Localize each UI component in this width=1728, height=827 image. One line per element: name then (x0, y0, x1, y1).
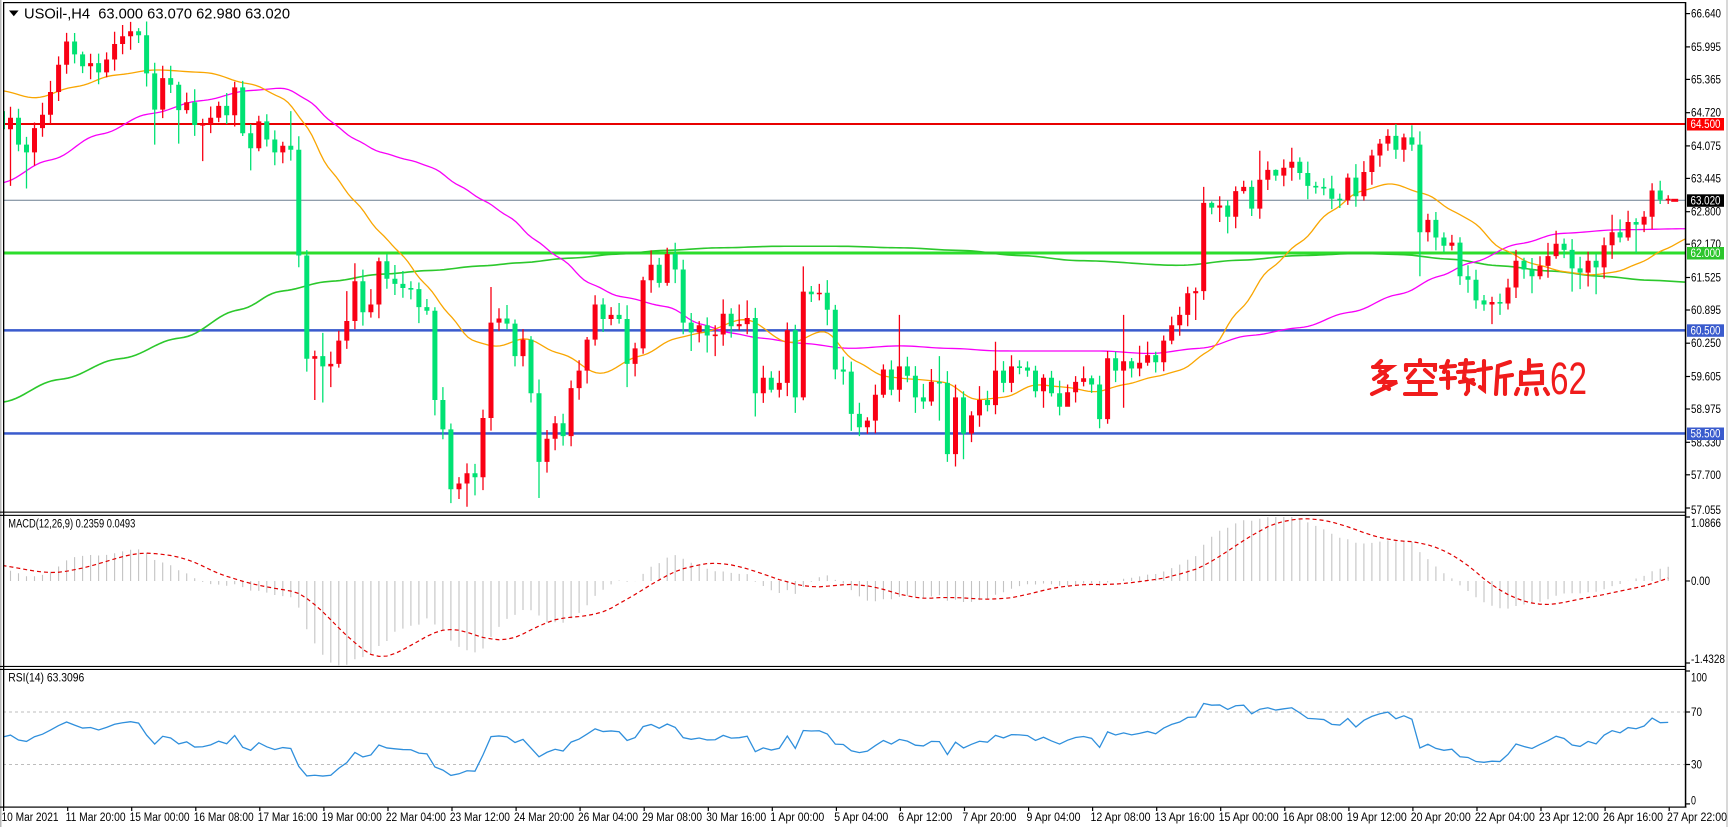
svg-text:7 Apr 20:00: 7 Apr 20:00 (962, 812, 1016, 824)
svg-text:62.000: 62.000 (1691, 248, 1721, 260)
svg-text:20 Apr 20:00: 20 Apr 20:00 (1411, 812, 1471, 824)
svg-text:60.250: 60.250 (1691, 338, 1721, 350)
svg-text:22 Mar 04:00: 22 Mar 04:00 (386, 812, 446, 824)
svg-text:16 Apr 08:00: 16 Apr 08:00 (1283, 812, 1343, 824)
svg-text:65.365: 65.365 (1691, 74, 1721, 86)
svg-text:61.525: 61.525 (1691, 273, 1721, 285)
svg-text:64.075: 64.075 (1691, 141, 1721, 153)
svg-text:16 Mar 08:00: 16 Mar 08:00 (194, 812, 254, 824)
svg-text:58.975: 58.975 (1691, 404, 1721, 416)
svg-text:60.500: 60.500 (1691, 326, 1721, 338)
svg-text:60.895: 60.895 (1691, 305, 1721, 317)
svg-text:23 Mar 12:00: 23 Mar 12:00 (450, 812, 510, 824)
svg-text:26 Mar 04:00: 26 Mar 04:00 (578, 812, 638, 824)
svg-text:26 Apr 16:00: 26 Apr 16:00 (1603, 812, 1663, 824)
svg-text:RSI(14) 63.3096: RSI(14) 63.3096 (8, 673, 84, 685)
svg-text:6 Apr 12:00: 6 Apr 12:00 (898, 812, 952, 824)
svg-text:USOil-,H4 63.000 63.070 62.98: USOil-,H4 63.000 63.070 62.980 63.020 (24, 6, 290, 23)
svg-text:58.330: 58.330 (1691, 437, 1721, 449)
svg-text:70: 70 (1691, 707, 1702, 719)
svg-text:29 Mar 08:00: 29 Mar 08:00 (642, 812, 702, 824)
svg-text:17 Mar 16:00: 17 Mar 16:00 (258, 812, 318, 824)
svg-text:57.700: 57.700 (1691, 470, 1721, 482)
svg-text:15 Mar 00:00: 15 Mar 00:00 (130, 812, 190, 824)
svg-text:1 Apr 00:00: 1 Apr 00:00 (770, 812, 824, 824)
svg-text:24 Mar 20:00: 24 Mar 20:00 (514, 812, 574, 824)
svg-text:100: 100 (1691, 673, 1707, 685)
svg-text:9 Apr 04:00: 9 Apr 04:00 (1027, 812, 1081, 824)
svg-text:0.00: 0.00 (1691, 576, 1710, 588)
svg-text:12 Apr 08:00: 12 Apr 08:00 (1091, 812, 1151, 824)
svg-text:10 Mar 2021: 10 Mar 2021 (2, 812, 59, 824)
svg-text:30 Mar 16:00: 30 Mar 16:00 (706, 812, 766, 824)
svg-text:19 Mar 00:00: 19 Mar 00:00 (322, 812, 382, 824)
svg-text:5 Apr 04:00: 5 Apr 04:00 (834, 812, 888, 824)
svg-text:30: 30 (1691, 760, 1702, 772)
svg-text:66.640: 66.640 (1691, 9, 1721, 21)
svg-text:59.605: 59.605 (1691, 372, 1721, 384)
svg-text:65.995: 65.995 (1691, 42, 1721, 54)
svg-text:27 Apr 22:00: 27 Apr 22:00 (1667, 812, 1727, 824)
svg-text:64.720: 64.720 (1691, 108, 1721, 120)
svg-text:58.500: 58.500 (1691, 429, 1721, 441)
svg-text:57.055: 57.055 (1691, 505, 1721, 517)
svg-text:13 Apr 16:00: 13 Apr 16:00 (1155, 812, 1215, 824)
svg-text:1.0866: 1.0866 (1691, 518, 1721, 530)
svg-text:62: 62 (1550, 353, 1587, 404)
svg-text:19 Apr 12:00: 19 Apr 12:00 (1347, 812, 1407, 824)
svg-text:63.020: 63.020 (1691, 196, 1721, 208)
svg-text:MACD(12,26,9) 0.2359 0.0493: MACD(12,26,9) 0.2359 0.0493 (8, 519, 135, 531)
svg-text:63.445: 63.445 (1691, 173, 1721, 185)
svg-text:23 Apr 12:00: 23 Apr 12:00 (1539, 812, 1599, 824)
svg-text:22 Apr 04:00: 22 Apr 04:00 (1475, 812, 1535, 824)
svg-text:11 Mar 20:00: 11 Mar 20:00 (66, 812, 126, 824)
svg-text:62.800: 62.800 (1691, 207, 1721, 219)
svg-text:0: 0 (1691, 796, 1696, 808)
svg-text:15 Apr 00:00: 15 Apr 00:00 (1219, 812, 1279, 824)
svg-text:64.500: 64.500 (1691, 119, 1721, 131)
svg-text:-1.4328: -1.4328 (1691, 654, 1725, 666)
